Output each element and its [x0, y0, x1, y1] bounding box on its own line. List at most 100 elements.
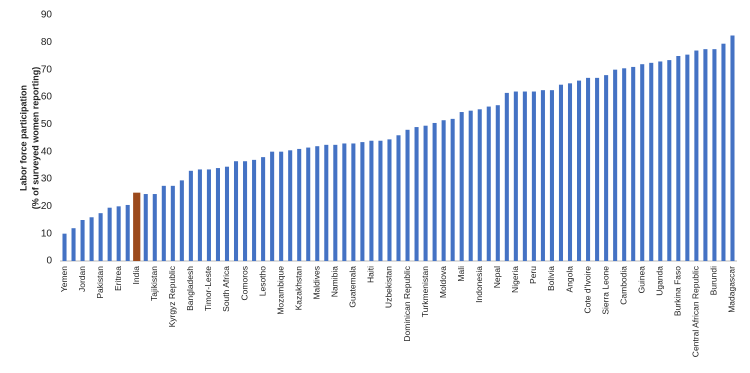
bar [270, 151, 275, 261]
y-tick-label: 50 [41, 119, 53, 130]
x-tick-label: Dominican Republic [402, 265, 412, 341]
bar [495, 105, 500, 261]
bar [558, 84, 564, 261]
bar [712, 49, 717, 261]
bar [306, 147, 311, 261]
x-tick-label: Kazakhstan [293, 266, 303, 311]
x-tick-label: Burkina Faso [673, 266, 683, 316]
x-tick-label: Indonesia [474, 266, 484, 303]
x-tick-label: Nepal [492, 266, 502, 288]
y-tick-label: 80 [41, 37, 53, 48]
x-tick-label: Burundi [709, 266, 719, 295]
bar [279, 151, 284, 261]
bar [531, 91, 536, 262]
x-tick-label: Uzbekistan [384, 266, 394, 308]
bar [288, 150, 293, 261]
bar [730, 35, 735, 261]
bar [414, 127, 419, 261]
x-tick-label: Kyrgyz Republic [167, 265, 177, 327]
bar [170, 185, 175, 261]
bar [179, 180, 184, 261]
bar [477, 109, 482, 261]
bar [432, 122, 437, 261]
bar [80, 220, 85, 261]
bar [152, 194, 157, 261]
x-tick-label: India [131, 266, 141, 285]
y-tick-label: 40 [41, 146, 53, 157]
x-tick-label: Sierra Leone [600, 266, 610, 315]
bar [351, 143, 356, 261]
bar [567, 83, 573, 261]
y-tick-label: 30 [41, 174, 53, 185]
bar [504, 92, 509, 262]
x-tick-label: Bangladesh [185, 266, 195, 311]
y-tick-label: 20 [41, 201, 53, 212]
bar [486, 106, 491, 261]
bar [658, 61, 663, 261]
x-tick-label: Maldives [312, 266, 322, 300]
bar [649, 62, 654, 262]
bar [243, 161, 248, 261]
x-tick-label: Timor-Leste [203, 266, 213, 311]
bar [423, 125, 428, 261]
x-tick-label: Uganda [655, 266, 665, 296]
bar [62, 233, 67, 261]
y-axis-title: (% of surveyed women reporting) [30, 67, 40, 210]
bar [360, 142, 365, 261]
bar [685, 54, 690, 262]
bar [378, 140, 383, 261]
bar [513, 91, 518, 262]
x-tick-label: Central African Republic [691, 265, 701, 357]
y-axis-title: Labor force participation [18, 85, 28, 191]
bar [522, 91, 527, 262]
bar [143, 194, 148, 261]
bar [133, 192, 141, 261]
bar [71, 228, 76, 261]
y-tick-label: 0 [46, 256, 52, 267]
bar [405, 129, 410, 261]
bar [89, 217, 94, 261]
x-tick-label: Angola [564, 266, 574, 293]
bar [387, 139, 392, 261]
bar [342, 143, 347, 261]
bar [703, 49, 708, 261]
bar [540, 90, 545, 262]
bar [441, 120, 446, 261]
bar [224, 166, 230, 261]
y-tick-label: 60 [41, 92, 53, 103]
bar [197, 169, 202, 261]
bar [188, 170, 193, 261]
x-tick-label: Eritrea [113, 266, 123, 291]
x-tick-label: Mali [456, 266, 466, 282]
bar [252, 159, 257, 261]
x-tick-label: Turkmenistan [420, 266, 430, 317]
x-tick-label: Moldova [438, 266, 448, 298]
bar [206, 169, 211, 261]
y-tick-label: 70 [41, 64, 53, 75]
bar [549, 90, 554, 262]
x-tick-label: Cote d'Ivoire [582, 266, 592, 314]
x-tick-label: Pakistan [95, 266, 105, 299]
x-tick-label: Cambodia [618, 266, 628, 305]
x-tick-label: Comoros [239, 266, 249, 300]
x-tick-label: South Africa [221, 266, 231, 312]
bar [459, 112, 464, 262]
x-tick-label: Yemen [59, 266, 69, 292]
bar [333, 144, 338, 261]
bar [233, 161, 239, 261]
bar [125, 204, 130, 261]
bar [324, 144, 329, 261]
bar [595, 77, 600, 261]
bar [369, 140, 374, 261]
bar [261, 157, 266, 261]
x-tick-label: Mozambique [275, 266, 285, 315]
bar [297, 148, 302, 261]
bar [98, 213, 103, 261]
x-tick-label: Tajikistan [149, 266, 159, 301]
x-tick-label: Guinea [636, 266, 646, 294]
bar [721, 43, 726, 262]
bar [631, 66, 636, 261]
x-tick-label: Jordan [77, 266, 87, 292]
bar [604, 75, 609, 261]
